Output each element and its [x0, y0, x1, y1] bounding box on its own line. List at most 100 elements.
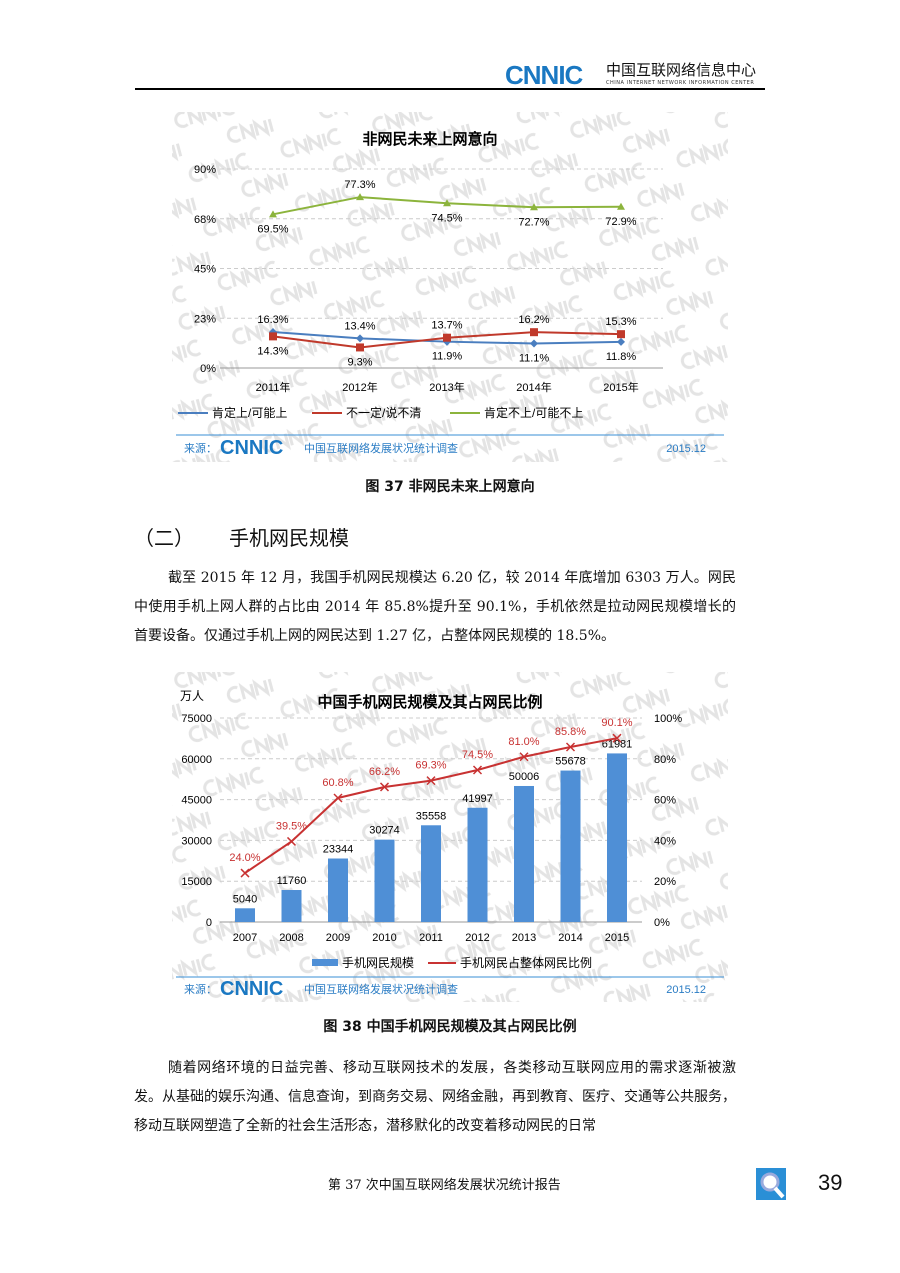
source-cnnic-logo: CNNIC [220, 437, 283, 459]
data-point [240, 868, 250, 878]
data-point [356, 343, 364, 352]
y-tick-label: 15000 [181, 876, 212, 888]
data-point [530, 328, 538, 337]
y-tick-label: 23% [194, 313, 216, 325]
data-point [443, 333, 451, 342]
data-label: 72.7% [518, 216, 549, 228]
data-point [530, 339, 538, 348]
y-tick-label: 30000 [181, 835, 212, 847]
x-tick-label: 2011年 [256, 380, 291, 394]
data-label: 15.3% [605, 316, 636, 328]
bar-label: 50006 [509, 771, 540, 783]
y2-tick-label: 20% [654, 876, 676, 888]
bar [607, 753, 627, 922]
data-point [612, 733, 622, 743]
x-tick-label: 2013 [512, 932, 536, 944]
watermark [172, 112, 728, 462]
source-cnnic-logo: CNNIC [220, 978, 283, 1000]
legend-label: 不一定/说不清 [346, 405, 421, 420]
data-label: 11.1% [519, 352, 550, 364]
bar [514, 785, 534, 922]
bar [560, 770, 581, 922]
data-label: 13.4% [344, 320, 375, 332]
org-name-cn: 中国互联网络信息中心 [606, 61, 757, 79]
data-point [519, 752, 529, 762]
section-title: 手机网民规模 [229, 526, 349, 550]
bar-label: 35558 [416, 810, 447, 822]
chart-nonnetizen-intent: 非网民未来上网意向 0% 23% 45% 68% 90% 2011年 2012年 2013年 20… [172, 112, 728, 462]
x-tick-label: 2012年 [342, 380, 377, 394]
y-tick-label: 68% [194, 214, 216, 226]
y2-tick-label: 0% [654, 917, 670, 929]
bar-label: 41997 [462, 793, 493, 805]
data-point [617, 337, 625, 346]
legend-label: 手机网民占整体网民比例 [460, 955, 592, 970]
x-tick-label: 2014 [558, 932, 582, 944]
ratio-label: 74.5% [462, 749, 493, 761]
y2-tick-label: 60% [654, 795, 676, 807]
y-tick-label: 45000 [181, 795, 212, 807]
ratio-label: 60.8% [322, 777, 353, 789]
bar-label: 61981 [602, 738, 633, 750]
chart-title: 非网民未来上网意向 [362, 130, 497, 148]
section-number: （二） [134, 526, 194, 550]
ratio-label: 24.0% [229, 852, 260, 864]
data-point [617, 330, 625, 339]
y-tick-label: 75000 [181, 713, 212, 725]
y-axis-unit: 万人 [180, 689, 204, 703]
ratio-label: 66.2% [369, 766, 400, 778]
data-label: 14.3% [257, 345, 288, 357]
ratio-label: 85.8% [555, 726, 586, 738]
data-point [333, 793, 343, 803]
source-text: 中国互联网络发展状况统计调查 [304, 441, 458, 455]
header-rule [135, 88, 765, 90]
data-label: 77.3% [344, 179, 375, 191]
bar-label: 30274 [369, 825, 400, 837]
x-tick-label: 2015 [605, 932, 629, 944]
ratio-label: 39.5% [276, 820, 307, 832]
bar [281, 890, 302, 922]
search-report-icon [756, 1168, 786, 1200]
bar [421, 825, 441, 922]
x-tick-label: 2011 [419, 932, 443, 944]
bar-label: 23344 [323, 844, 354, 856]
figure-38-caption: 图 38 中国手机网民规模及其占网民比例 [323, 1019, 577, 1035]
x-tick-label: 2015年 [603, 380, 638, 394]
ratio-label: 69.3% [415, 760, 446, 772]
data-label: 72.9% [605, 216, 636, 228]
x-tick-label: 2008 [279, 932, 303, 944]
data-label: 16.3% [257, 314, 288, 326]
data-label: 11.9% [432, 351, 463, 363]
data-point [472, 765, 483, 775]
data-point [617, 202, 625, 210]
bar [374, 839, 395, 922]
y2-tick-label: 40% [654, 835, 676, 847]
data-point [426, 776, 436, 786]
y-tick-label: 60000 [181, 754, 212, 766]
data-point [356, 334, 364, 343]
figure-37-caption: 图 37 非网民未来上网意向 [365, 479, 535, 495]
chart-mobile-netizens: 中国手机网民规模及其占网民比例 万人 0 15000 30000 45000 60000 75… [172, 672, 728, 1002]
source-label: 来源： [184, 441, 217, 455]
source-date: 2015.12 [666, 443, 706, 455]
data-point [356, 193, 364, 201]
source-text: 中国互联网络发展状况统计调查 [304, 982, 458, 996]
y-tick-label: 90% [194, 164, 216, 176]
bar [328, 858, 348, 922]
x-tick-label: 2009 [326, 932, 350, 944]
bar-label: 55678 [555, 756, 586, 768]
ratio-label: 81.0% [508, 736, 539, 748]
org-name-en: CHINA INTERNET NETWORK INFORMATION CENTE… [606, 80, 755, 86]
x-tick-label: 2014年 [516, 380, 551, 394]
data-point [565, 742, 576, 752]
y-tick-label: 0% [200, 363, 216, 375]
data-label: 13.7% [431, 320, 462, 332]
chart-title: 中国手机网民规模及其占网民比例 [317, 693, 542, 711]
ratio-label: 90.1% [601, 717, 632, 729]
source-date: 2015.12 [666, 984, 706, 996]
legend-label: 肯定不上/可能不上 [484, 405, 583, 420]
data-point [269, 210, 277, 218]
data-point [443, 199, 451, 207]
bar [467, 807, 488, 922]
